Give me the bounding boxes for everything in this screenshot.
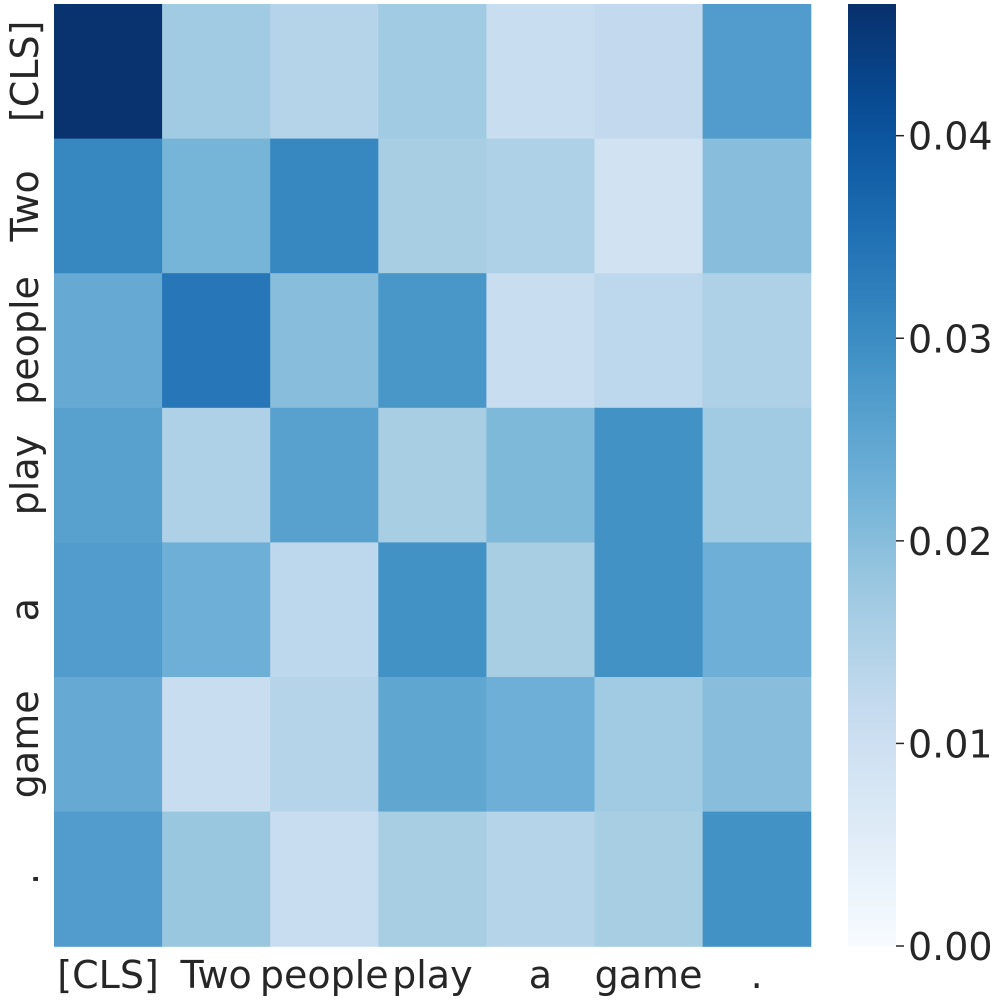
colorbar: 0.00 0.01 0.02 0.03 0.04 [848,4,993,969]
heatmap-cell-2-4 [486,273,596,409]
x-tick-label: . [751,953,763,997]
y-tick-label: [CLS] [3,21,47,122]
y-tick-label: a [3,598,47,621]
heatmap-cell-1-1 [162,138,271,274]
heatmap-cell-4-0 [54,542,163,678]
heatmap-cell-3-5 [594,407,704,543]
heatmap-cell-1-5 [594,138,704,274]
heatmap-cell-0-0 [54,4,163,140]
heatmap-cell-2-3 [378,273,487,409]
heatmap-cell-5-6 [702,677,812,813]
heatmap-cell-0-3 [378,4,487,140]
y-tick-label: Two [3,170,47,242]
heatmap-cell-1-0 [54,138,163,274]
y-tick-label: game [3,690,47,798]
heatmap-cell-0-4 [486,4,596,140]
heatmap-cell-6-5 [594,811,704,947]
heatmap-cell-6-3 [378,811,487,947]
heatmap-cell-1-6 [702,138,812,274]
heatmap-cell-3-6 [702,407,812,543]
y-tick-label: . [3,873,47,885]
heatmap-cell-3-3 [378,407,487,543]
heatmap-cell-5-1 [162,677,271,813]
x-tick-label: game [595,953,703,997]
heatmap-cell-4-3 [378,542,487,678]
heatmap-cell-4-2 [270,542,379,678]
colorbar-tick-label: 0.01 [908,722,993,766]
x-tick-labels: [CLS] Two people play a game. [57,953,762,997]
colorbar-tick-label: 0.02 [908,520,993,564]
heatmap-cell-0-1 [162,4,271,140]
heatmap-cell-0-6 [702,4,812,140]
heatmap-cell-3-1 [162,407,271,543]
heatmap-cell-3-4 [486,407,596,543]
heatmap-cell-6-4 [486,811,596,947]
x-tick-label: Two [180,953,252,997]
heatmap-cell-2-0 [54,273,163,409]
colorbar-tick-label: 0.03 [908,317,993,361]
heatmap-cell-1-3 [378,138,487,274]
heatmap-cell-5-4 [486,677,596,813]
heatmap-cell-5-3 [378,677,487,813]
heatmap-cell-3-2 [270,407,379,543]
heatmap-cell-2-2 [270,273,379,409]
heatmap-cell-4-5 [594,542,704,678]
y-tick-label: people [3,276,47,405]
heatmap-cell-5-2 [270,677,379,813]
colorbar-tick-label: 0.00 [908,925,993,969]
x-tick-label: a [529,953,552,997]
x-tick-label: play [392,953,472,997]
heatmap-cell-6-1 [162,811,271,947]
heatmap-cell-6-0 [54,811,163,947]
heatmap-cell-4-1 [162,542,271,678]
heatmap-cell-5-0 [54,677,163,813]
x-tick-label: people [260,953,389,997]
y-tick-label: play [3,435,47,515]
colorbar-gradient [848,4,896,946]
heatmap-cell-4-4 [486,542,596,678]
heatmap-cell-1-4 [486,138,596,274]
heatmap-cell-5-5 [594,677,704,813]
heatmap-cell-0-5 [594,4,704,140]
heatmap-cell-1-2 [270,138,379,274]
heatmap-cells [54,4,812,947]
y-tick-labels: [CLS] Two people play a game. [3,21,47,885]
x-tick-label: [CLS] [57,953,158,997]
heatmap-cell-0-2 [270,4,379,140]
heatmap-cell-6-6 [702,811,812,947]
heatmap-cell-4-6 [702,542,812,678]
heatmap-cell-2-6 [702,273,812,409]
heatmap-cell-2-1 [162,273,271,409]
heatmap-cell-2-5 [594,273,704,409]
heatmap-cell-3-0 [54,407,163,543]
heatmap-cell-6-2 [270,811,379,947]
colorbar-tick-label: 0.04 [908,115,993,159]
